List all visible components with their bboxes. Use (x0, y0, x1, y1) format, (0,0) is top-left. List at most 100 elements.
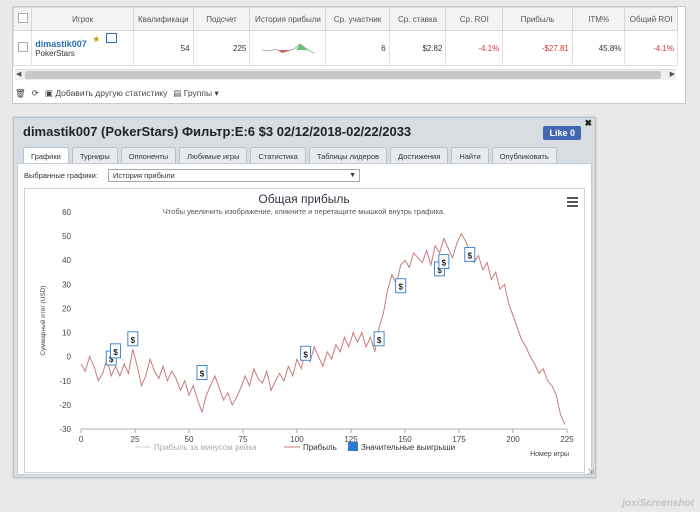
tab-statistics[interactable]: Статистика (250, 147, 306, 164)
x-tick-label: 100 (290, 435, 304, 444)
player-room: PokerStars (35, 48, 75, 58)
resize-handle-icon[interactable]: ⇲ (587, 467, 594, 476)
tab-achievements[interactable]: Достижения (390, 147, 449, 164)
groups-dropdown[interactable]: ▤ Группы ▾ (173, 87, 219, 99)
table-row: dimastik007 PokerStars ★ 54 225 6 $2.82 … (12, 30, 678, 66)
chart-subtitle: Чтобы увеличить изображение, кликните и … (163, 207, 445, 216)
significant-win-marker (300, 345, 312, 361)
groups-icon: ▤ (173, 87, 184, 98)
horizontal-scrollbar[interactable]: ◀ ▶ (15, 69, 676, 80)
tab-opponents[interactable]: Оппоненты (120, 147, 177, 164)
y-tick-label: 30 (62, 280, 71, 289)
stats-panel: Игрок Квалификаци Подсчет История прибыл… (12, 6, 686, 104)
close-icon[interactable]: ✖ (584, 118, 592, 128)
total-roi-value: -4.1% (624, 30, 678, 66)
y-tick-label: -30 (59, 425, 71, 434)
avg-entrants-value: 6 (325, 30, 390, 66)
checkbox[interactable] (17, 13, 28, 23)
tab-content: Выбранные графики: История прибыли ▼ Обща… (17, 163, 592, 475)
chevron-down-icon: ▾ (214, 87, 219, 98)
dollar-icon: $ (109, 355, 114, 364)
col-header-avg-stake[interactable]: Ср. ставка (388, 7, 447, 31)
facebook-like-button[interactable]: Like 0 (543, 126, 581, 140)
chart-menu-icon[interactable] (567, 197, 578, 209)
tab-tournaments[interactable]: Турниры (71, 147, 118, 164)
badge-icon: ★ (92, 34, 101, 44)
widget-tabs: Графики Турниры Оппоненты Любимые игры С… (23, 147, 557, 164)
count-value: 225 (192, 30, 251, 66)
x-tick-label: 50 (185, 435, 194, 444)
legend-significant: Значительные выигрыши (361, 443, 455, 452)
profit-chart[interactable]: Общая прибыль Чтобы увеличить изображение… (24, 188, 585, 473)
significant-win-marker (196, 365, 208, 380)
dollar-icon: $ (200, 370, 205, 379)
trash-icon[interactable]: 🗑 (15, 87, 26, 98)
y-tick-label: 40 (62, 256, 71, 265)
player-widget: dimastik007 (PokerStars) Фильтр:E:6 $3 0… (13, 117, 596, 478)
export-icon[interactable] (106, 33, 118, 43)
dollar-icon: $ (113, 348, 118, 357)
legend-profit: Прибыль (303, 443, 337, 452)
tab-favorite-games[interactable]: Любимые игры (179, 147, 248, 164)
legend-net-rake: Прибыль за минусом рейка (154, 443, 257, 452)
col-header-avg-entrants[interactable]: Ср. участник (325, 7, 390, 31)
add-stat-button[interactable]: ▣ Добавить другую статистику (44, 87, 168, 99)
chart-select[interactable]: История прибыли ▼ (108, 169, 360, 182)
tab-leaderboards[interactable]: Таблицы лидеров (308, 147, 388, 164)
chevron-down-icon: ▼ (349, 172, 356, 179)
col-header-player[interactable]: Игрок (31, 7, 134, 31)
scroll-right-icon[interactable]: ▶ (669, 71, 675, 78)
player-name-link[interactable]: dimastik007 (35, 38, 87, 49)
x-tick-label: 150 (398, 435, 412, 444)
tab-find[interactable]: Найти (451, 147, 489, 164)
y-tick-label: 0 (67, 353, 72, 362)
dollar-icon: $ (377, 336, 382, 345)
table-toolbar: 🗑 ⟳ ▣ Добавить другую статистику ▤ Групп… (15, 85, 219, 101)
refresh-icon[interactable]: ⟳ (31, 87, 39, 98)
significant-win-marker (464, 246, 476, 262)
significant-win-marker (373, 331, 385, 347)
col-header-count[interactable]: Подсчет (192, 7, 251, 31)
y-tick-label: 60 (62, 208, 71, 217)
qualified-value: 54 (133, 30, 194, 66)
col-header-profit-history[interactable]: История прибыли (249, 7, 327, 31)
row-checkbox[interactable] (17, 42, 28, 52)
x-axis-label: Номер игры (530, 451, 569, 458)
y-axis-label: Суммарный итог (USD) (39, 285, 47, 355)
x-tick-label: 200 (506, 435, 520, 444)
col-header-itm[interactable]: ITM% (571, 7, 626, 31)
watermark: joxiScreenshot (622, 498, 694, 509)
chart-select-label: Выбранные графики: (24, 171, 98, 180)
avg-stake-value: $2.82 (388, 30, 447, 66)
tab-publish[interactable]: Опубликовать (491, 147, 557, 164)
y-tick-label: -10 (59, 377, 71, 386)
add-icon: ▣ (44, 87, 56, 98)
profit-value: -$27.81 (502, 30, 573, 66)
y-tick-label: 20 (62, 304, 71, 313)
dollar-icon: $ (468, 251, 473, 260)
significant-win-marker (110, 343, 122, 359)
col-header-total-roi[interactable]: Общий ROI (624, 7, 678, 31)
scroll-left-icon[interactable]: ◀ (16, 71, 22, 78)
col-header-avg-roi[interactable]: Ср. ROI (445, 7, 504, 31)
profit-sparkline (249, 30, 327, 66)
avg-roi-value: -4.1% (445, 30, 504, 66)
x-tick-label: 225 (560, 435, 574, 444)
stats-table: Игрок Квалификаци Подсчет История прибыл… (12, 7, 678, 66)
col-header-profit[interactable]: Прибыль (502, 7, 573, 31)
dollar-icon: $ (398, 283, 403, 292)
y-tick-label: 50 (62, 232, 71, 241)
y-tick-label: 10 (62, 329, 71, 338)
select-all-checkbox[interactable] (12, 7, 33, 31)
col-header-qualified[interactable]: Квалификаци (133, 7, 194, 31)
x-tick-label: 25 (131, 435, 140, 444)
dollar-icon: $ (131, 336, 136, 345)
legend-significant-swatch (348, 442, 358, 451)
tab-charts[interactable]: Графики (23, 147, 69, 164)
significant-win-marker (127, 331, 139, 347)
scrollbar-thumb[interactable] (25, 71, 661, 79)
dollar-icon: $ (303, 350, 308, 359)
widget-title: dimastik007 (PokerStars) Фильтр:E:6 $3 0… (23, 124, 412, 139)
dollar-icon: $ (437, 266, 442, 275)
